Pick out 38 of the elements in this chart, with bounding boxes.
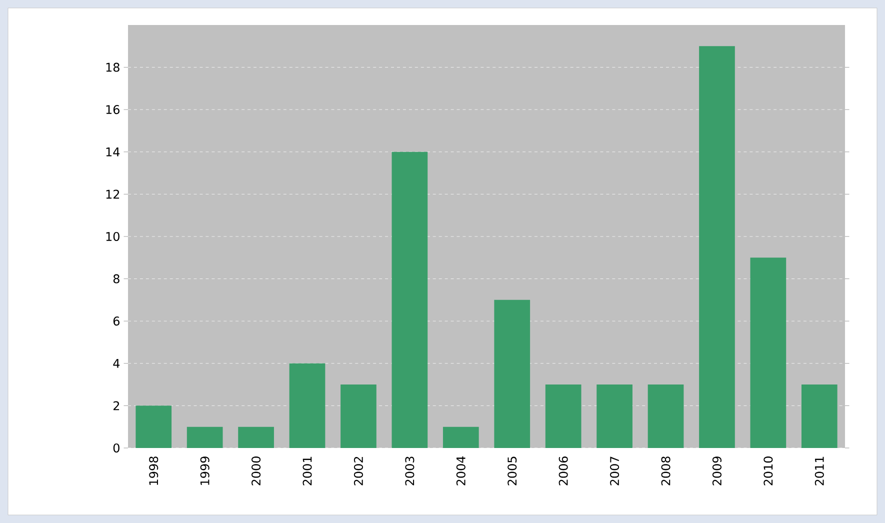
x-tick-label: 2011 <box>814 456 824 486</box>
y-tick-label: 12 <box>106 190 120 199</box>
bar <box>136 406 172 448</box>
bar <box>596 384 632 448</box>
bar <box>648 384 684 448</box>
x-tick-label: 2001 <box>302 456 312 486</box>
bar <box>494 300 530 448</box>
x-tick-label: 2003 <box>405 456 414 486</box>
bar <box>545 384 582 448</box>
bar <box>289 363 326 448</box>
bar <box>442 426 479 448</box>
x-tick-label: 2010 <box>764 456 773 486</box>
bar <box>340 384 376 448</box>
bar <box>238 426 274 448</box>
bar <box>186 426 223 448</box>
x-tick-label: 2004 <box>456 456 466 486</box>
bar <box>392 152 428 448</box>
x-tick-label: 2009 <box>712 456 722 486</box>
x-tick-label: 2002 <box>354 456 363 486</box>
y-tick-label: 16 <box>106 105 120 114</box>
x-tick-label: 2000 <box>252 456 261 486</box>
x-tick-label: 1998 <box>149 456 158 485</box>
x-tick-label: 1999 <box>200 456 210 485</box>
x-tick-label: 2007 <box>610 456 620 486</box>
bar <box>750 258 786 448</box>
x-tick-label: 2006 <box>558 456 568 486</box>
x-tick-label: 2005 <box>508 456 517 486</box>
y-tick-label: 4 <box>113 359 120 368</box>
y-tick-label: 6 <box>113 316 120 326</box>
y-tick-label: 2 <box>114 401 120 410</box>
y-tick-label: 14 <box>106 148 120 156</box>
x-tick-label: 2008 <box>661 456 670 486</box>
bar <box>801 384 838 448</box>
y-tick-label: 8 <box>113 274 120 284</box>
y-tick-label: 10 <box>106 232 120 242</box>
bar <box>699 46 735 448</box>
y-tick-label: 18 <box>106 62 120 72</box>
y-tick-label: 0 <box>113 443 120 453</box>
